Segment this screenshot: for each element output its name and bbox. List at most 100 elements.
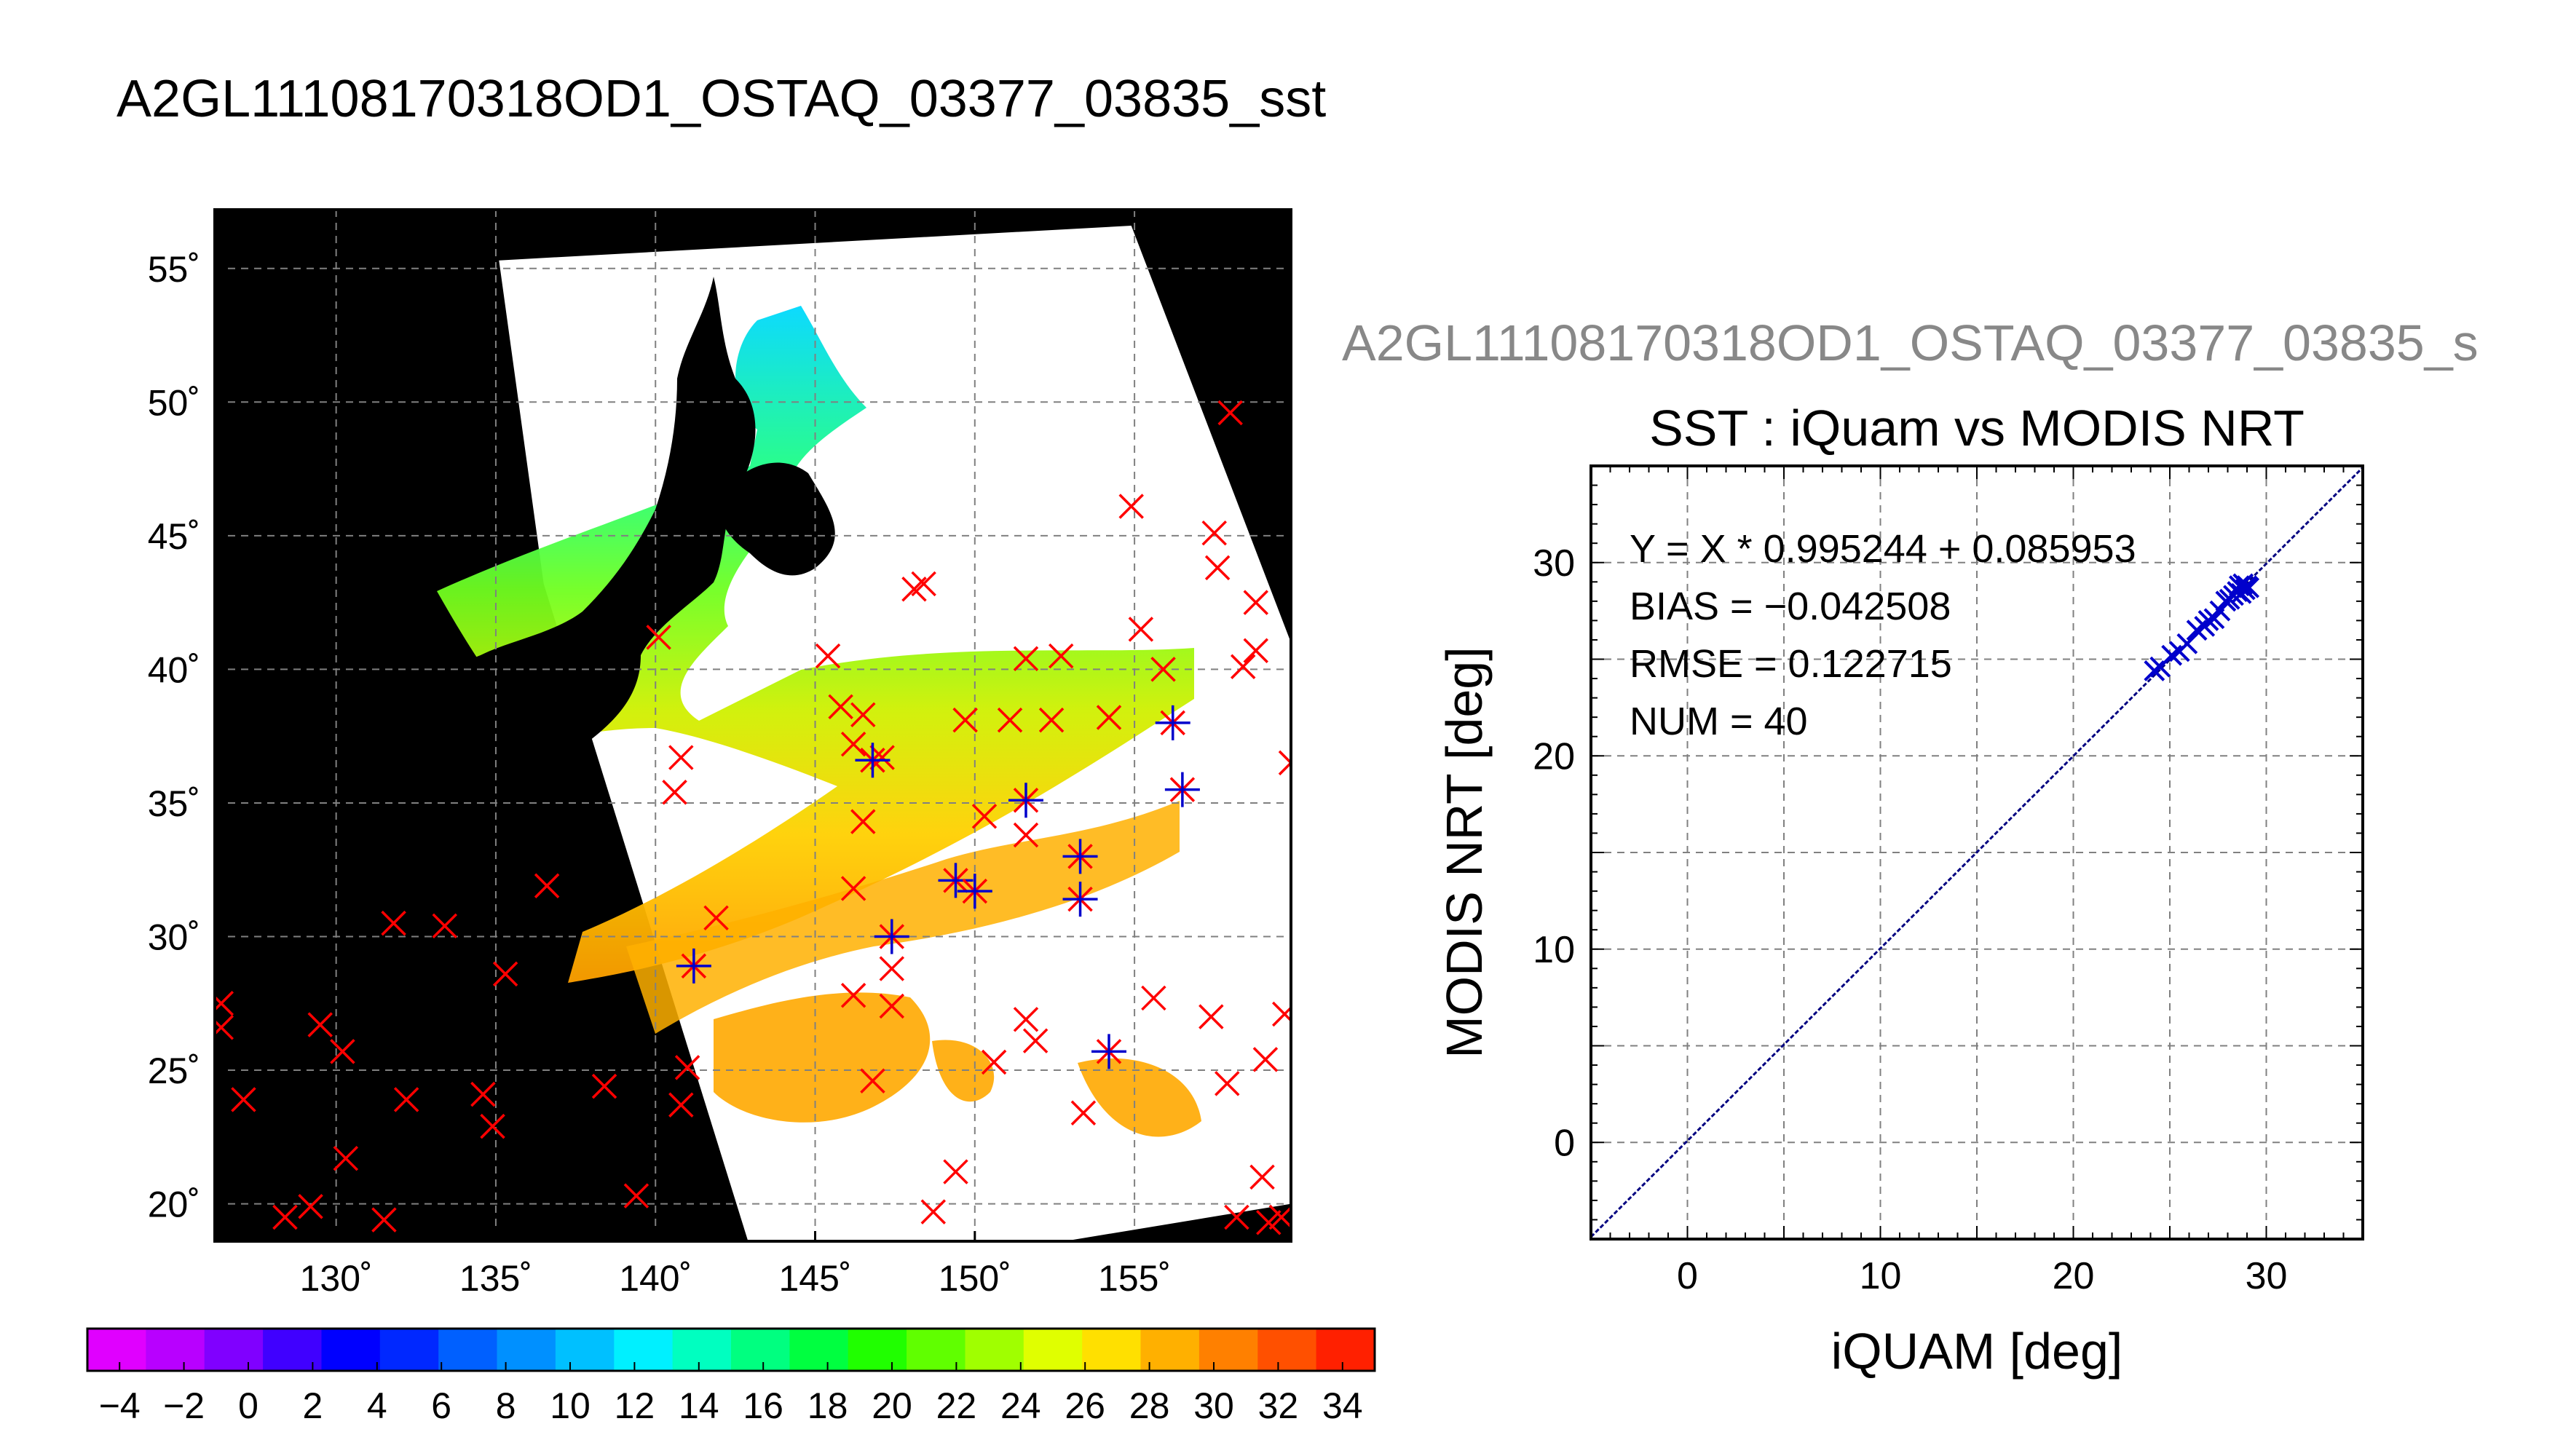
scatter-annotation: BIAS = −0.042508 (1630, 585, 1951, 628)
map-insitu-marker (1118, 494, 1144, 519)
map-insitu-marker (703, 905, 729, 931)
sst-retrieval-area (437, 306, 1194, 983)
map-matchup-plus (1091, 1034, 1127, 1069)
map-frame (213, 208, 1292, 1243)
colorbar-label: 30 (1193, 1385, 1234, 1426)
map-insitu-marker (1217, 400, 1243, 426)
scatter-y-tick-label: 30 (1533, 542, 1575, 585)
colorbar-cell (965, 1329, 1024, 1371)
map-insitu-marker (1022, 1028, 1049, 1053)
map-latitude-label: 45˚ (148, 516, 200, 557)
colorbar-cell (1140, 1329, 1200, 1371)
colorbar-cell (438, 1329, 498, 1371)
scatter-y-tick-labels: 0 10 20 30 (1533, 542, 1575, 1165)
map-insitu-marker (1204, 555, 1231, 581)
colorbar-label: 20 (872, 1385, 912, 1426)
map-matchup-plus (1008, 783, 1043, 818)
map-insitu-marker (371, 1207, 397, 1233)
map-insitu-marker (1096, 705, 1122, 730)
colorbar-labels: −4 −2 0 2 4 6 8 10 12 14 16 18 20 22 24 26 28 30 32 34 (99, 1385, 1363, 1426)
map-insitu-marker (393, 1087, 419, 1112)
sst-map-panel: 130˚ 135˚ 140˚ 145˚ 150˚ 155˚ 20˚ 25˚ 30˚ 35˚ 40˚… (148, 208, 1292, 1299)
map-insitu-marker (646, 625, 671, 650)
map-latitude-label: 30˚ (148, 917, 200, 958)
map-insitu-marker (1201, 520, 1227, 546)
scatter-y-tick-label: 0 (1554, 1122, 1575, 1164)
map-longitude-label: 150˚ (939, 1258, 1011, 1299)
map-matchup-plus (874, 919, 909, 954)
map-insitu-marker (333, 1145, 359, 1171)
scatter-annotation: RMSE = 0.122715 (1630, 642, 1952, 686)
scatter-x-tick-label: 30 (2246, 1255, 2288, 1297)
scatter-y-tick-label: 20 (1533, 735, 1575, 778)
map-matchup-plus (1164, 772, 1200, 807)
map-insitu-marker (668, 1092, 694, 1118)
map-insitu-marker (952, 707, 978, 733)
colorbar-label: 6 (431, 1385, 451, 1426)
map-insitu-marker (815, 643, 841, 669)
map-insitu-marker (1243, 590, 1268, 615)
map-insitu-marker (480, 1113, 505, 1139)
map-insitu-marker (840, 983, 866, 1008)
scatter-x-tick-label: 10 (1860, 1255, 1902, 1297)
map-insitu-marker (381, 910, 406, 936)
colorbar-cell (1198, 1329, 1258, 1371)
sst-colorbar: −4 −2 0 2 4 6 8 10 12 14 16 18 20 22 24 26 28 30 32 34 (86, 1327, 1376, 1426)
map-insitu-marker (971, 804, 998, 829)
colorbar-label: 26 (1065, 1385, 1105, 1426)
iquam-vs-modis-scatter: SST : iQuam vs MODIS NRT 0 10 20 30 0 10 20 30… (1436, 400, 2364, 1380)
map-insitu-marker (869, 745, 895, 770)
map-insitu-marker (1013, 1007, 1039, 1032)
colorbar-label: 34 (1322, 1385, 1363, 1426)
map-insitu-marker (1198, 1004, 1224, 1029)
sst-southern-patches (714, 992, 1201, 1137)
map-latitude-label: 35˚ (148, 783, 200, 824)
colorbar-cell (87, 1329, 146, 1371)
colorbar-cell (1082, 1329, 1142, 1371)
map-insitu-marker (981, 1049, 1007, 1075)
scatter-x-tick-labels: 0 10 20 30 (1677, 1255, 2287, 1297)
scatter-annotation: Y = X * 0.995244 + 0.085953 (1630, 527, 2136, 571)
map-latitude-label: 50˚ (148, 382, 200, 423)
colorbar-label: 2 (302, 1385, 323, 1426)
map-insitu-marker (1141, 985, 1166, 1011)
map-matchup-plus (957, 874, 992, 909)
colorbar-label: 32 (1258, 1385, 1299, 1426)
map-content (215, 210, 1291, 1241)
colorbar-label: −4 (99, 1385, 141, 1426)
scatter-x-axis-label: iQUAM [deg] (1831, 1323, 2123, 1380)
colorbar-label: 0 (238, 1385, 258, 1426)
map-matchup-plus (1155, 705, 1190, 740)
map-latitude-label: 40˚ (148, 649, 200, 690)
colorbar-label: 22 (936, 1385, 977, 1426)
map-insitu-marker (1224, 1204, 1249, 1230)
map-insitu-marker (432, 913, 458, 939)
colorbar-cell (321, 1329, 381, 1371)
scatter-annotations: Y = X * 0.995244 + 0.085953 BIAS = −0.042… (1630, 527, 2136, 743)
colorbar-frame (86, 1327, 1376, 1372)
map-longitude-label: 155˚ (1098, 1258, 1171, 1299)
map-matchup-plus (676, 948, 711, 984)
colorbar-cell (614, 1329, 674, 1371)
colorbar-cell (731, 1329, 790, 1371)
scatter-y-tick-label: 10 (1533, 929, 1575, 971)
map-insitu-marker (1243, 638, 1268, 663)
colorbar-cell (1316, 1329, 1375, 1371)
colorbar-cell (555, 1329, 615, 1371)
scatter-x-tick-label: 20 (2053, 1255, 2095, 1297)
map-insitu-marker (911, 571, 936, 597)
scatter-markers (2144, 573, 2260, 681)
map-longitude-labels: 130˚ 135˚ 140˚ 145˚ 150˚ 155˚ (300, 1258, 1172, 1299)
scatter-annotation: NUM = 40 (1630, 700, 1808, 743)
map-insitu-marker (591, 1073, 617, 1099)
map-ticks (215, 267, 1136, 1241)
map-insitu-marker (840, 876, 866, 901)
map-markers (215, 400, 1291, 1235)
map-insitu-marker (272, 1204, 298, 1230)
map-insitu-marker (307, 1012, 333, 1037)
map-insitu-marker (997, 707, 1023, 733)
map-insitu-marker (860, 1068, 885, 1093)
colorbar-cell (497, 1329, 556, 1371)
colorbar-label: 28 (1129, 1385, 1170, 1426)
